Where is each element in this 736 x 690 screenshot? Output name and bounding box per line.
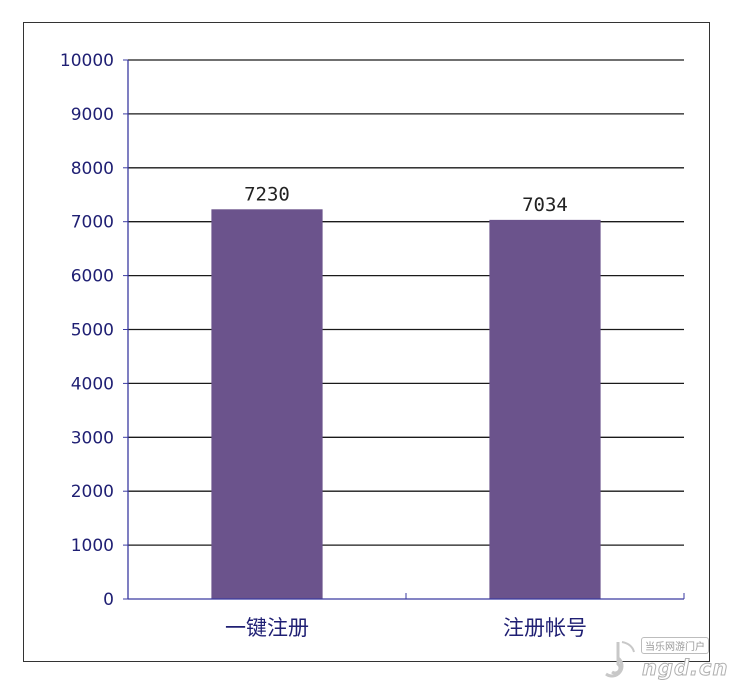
bar bbox=[489, 219, 601, 599]
y-tick-label: 4000 bbox=[71, 374, 114, 394]
bar-data-label: 7034 bbox=[522, 194, 568, 216]
bar-chart: 0 1000 2000 3000 4000 5000 6000 7000 8000 9000 100… bbox=[60, 51, 685, 640]
y-tick-label: 3000 bbox=[71, 428, 114, 448]
bar-data-label: 7230 bbox=[244, 183, 290, 205]
chart-frame: 0 1000 2000 3000 4000 5000 6000 7000 8000 9000 100… bbox=[23, 22, 710, 662]
y-tick-label: 5000 bbox=[71, 321, 114, 341]
y-tick-label: 0 bbox=[103, 590, 114, 610]
x-category-label: 一键注册 bbox=[225, 616, 309, 640]
y-tick-label: 7000 bbox=[71, 213, 114, 233]
y-tick-label: 10000 bbox=[60, 51, 114, 71]
bar bbox=[211, 209, 323, 600]
y-tick-label: 6000 bbox=[71, 267, 114, 287]
y-tick-label: 9000 bbox=[71, 105, 114, 125]
x-category-label: 注册帐号 bbox=[503, 616, 587, 640]
watermark-site-name: 当乐网游门户 bbox=[641, 637, 709, 654]
y-tick-label: 2000 bbox=[71, 482, 114, 502]
y-tick-label: 8000 bbox=[71, 159, 114, 179]
y-tick-label: 1000 bbox=[71, 536, 114, 556]
watermark-domain: ngd.cn bbox=[641, 656, 729, 681]
watermark: 当乐网游门户 ngd.cn bbox=[598, 634, 728, 686]
watermark-logo-icon bbox=[605, 641, 635, 678]
